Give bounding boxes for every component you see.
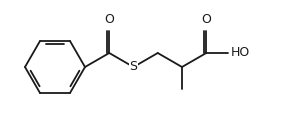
Text: O: O: [201, 13, 211, 26]
Text: S: S: [130, 60, 137, 74]
Text: HO: HO: [231, 46, 250, 59]
Text: O: O: [104, 13, 114, 26]
